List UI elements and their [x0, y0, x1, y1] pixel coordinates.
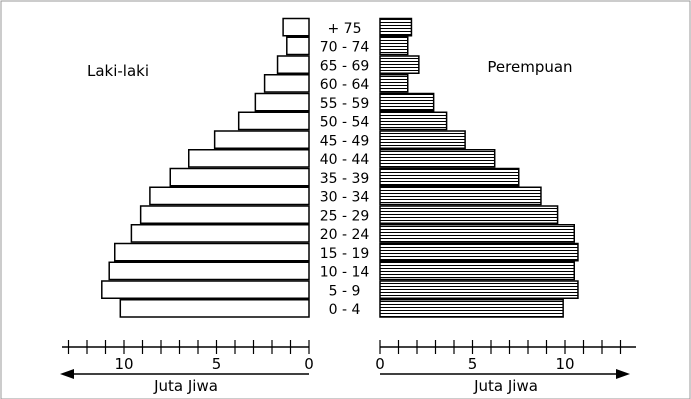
female-bar: [379, 280, 579, 299]
age-group-label: 65 - 69: [320, 58, 370, 74]
age-group-label: + 75: [328, 21, 362, 37]
right-axis-label: Juta Jiwa: [473, 377, 538, 395]
female-bar: [379, 224, 575, 243]
age-group-label: 35 - 39: [320, 171, 370, 187]
male-bar: [188, 149, 310, 168]
female-bar: [379, 205, 559, 224]
male-bar: [130, 224, 310, 243]
age-group-label: 70 - 74: [320, 40, 370, 56]
female-bar: [379, 36, 409, 56]
male-bar: [286, 36, 310, 56]
male-bar: [169, 167, 310, 187]
male-bar: [149, 186, 310, 206]
female-bar: [379, 167, 520, 187]
age-group-label: 30 - 34: [320, 190, 370, 206]
female-bar: [379, 261, 575, 281]
age-group-label: 20 - 24: [320, 227, 370, 243]
male-bar: [282, 17, 310, 37]
female-bar: [379, 17, 413, 37]
age-group-label: 50 - 54: [320, 115, 370, 131]
left-tick-label: 5: [212, 355, 222, 373]
female-bar: [379, 242, 579, 262]
female-bar: [379, 149, 496, 168]
female-bar: [379, 92, 435, 112]
female-bar: [379, 299, 564, 318]
left-axis-label: Juta Jiwa: [153, 377, 218, 395]
age-group-label: 0 - 4: [329, 302, 361, 318]
female-bar: [379, 186, 542, 206]
right-arrow-head-icon: [616, 369, 630, 379]
female-bar: [379, 55, 420, 74]
age-group-label: 55 - 59: [320, 96, 370, 112]
right-tick-label: 5: [468, 355, 478, 373]
age-group-label: 10 - 14: [320, 265, 370, 281]
age-group-label: 25 - 29: [320, 208, 370, 224]
age-group-label: 60 - 64: [320, 77, 370, 93]
left-tick-label: 0: [304, 355, 314, 373]
female-bar: [379, 111, 448, 131]
male-bar: [101, 280, 310, 299]
male-bar: [119, 299, 310, 318]
male-bar: [114, 242, 310, 262]
left-arrow-head-icon: [60, 369, 74, 379]
right-tick-label: 10: [555, 355, 574, 373]
age-group-label: 45 - 49: [320, 133, 370, 149]
male-bar: [237, 111, 310, 131]
female-bar: [379, 130, 466, 149]
age-group-label: 5 - 9: [329, 283, 361, 299]
right-tick-label: 0: [375, 355, 385, 373]
left-tick-label: 10: [114, 355, 133, 373]
age-group-label: 15 - 19: [320, 246, 370, 262]
male-bar: [139, 205, 310, 224]
left-series-label: Laki-laki: [87, 62, 149, 80]
male-bar: [108, 261, 310, 281]
male-bar: [276, 55, 310, 74]
right-series-label: Perempuan: [487, 58, 572, 76]
male-bar: [213, 130, 310, 149]
age-group-label: 40 - 44: [320, 152, 370, 168]
female-bar: [379, 74, 409, 93]
male-bar: [263, 74, 310, 93]
male-bar: [254, 92, 310, 112]
